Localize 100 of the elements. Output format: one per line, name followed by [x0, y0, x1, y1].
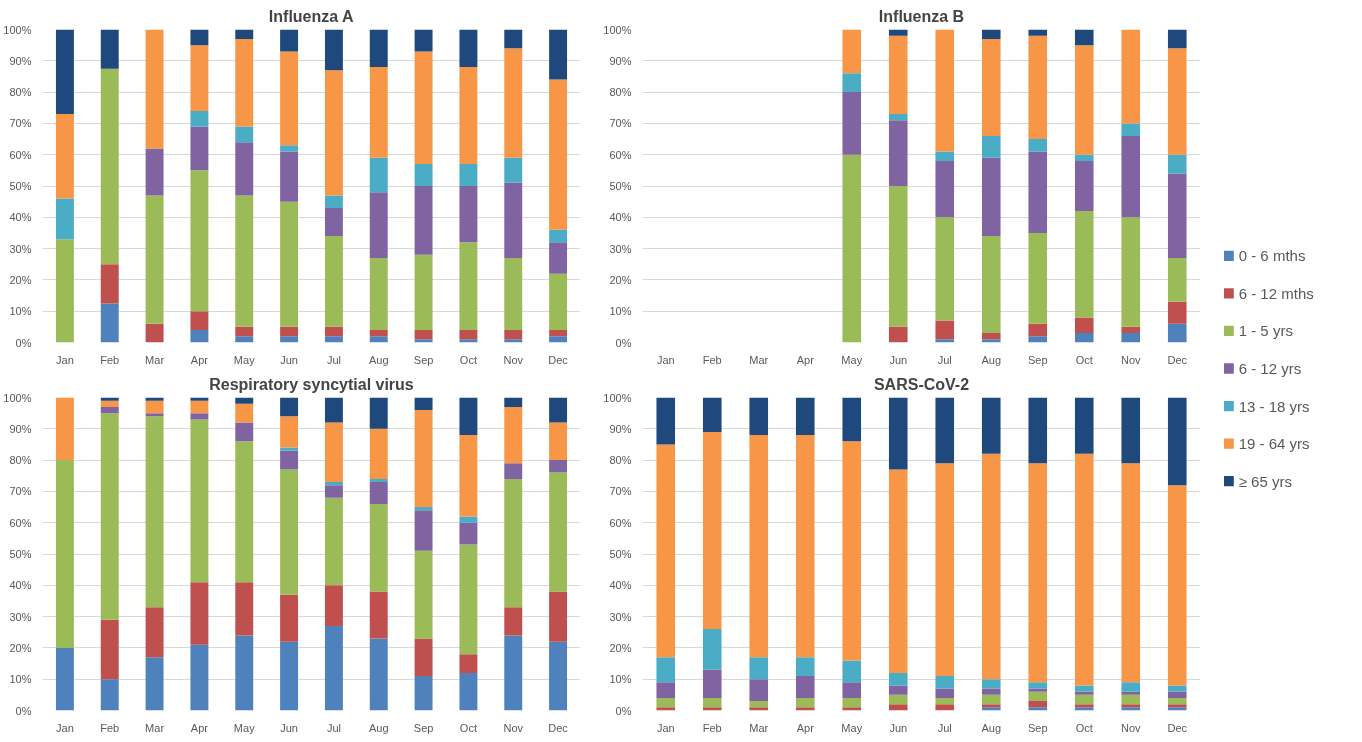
bar: [935, 704, 955, 711]
bar: [888, 114, 908, 121]
bar: [324, 485, 343, 498]
bar: [842, 92, 862, 155]
bar: [145, 397, 164, 401]
y-tick-label: 40%: [9, 579, 32, 592]
bar: [145, 413, 164, 417]
bar: [100, 264, 119, 304]
bar: [1074, 685, 1094, 692]
bar: [981, 157, 1001, 237]
bar: [549, 460, 568, 473]
bar: [190, 170, 209, 312]
bar: [145, 657, 164, 711]
x-tick-label: Nov: [1120, 721, 1142, 734]
bar: [504, 339, 523, 343]
bar: [1121, 397, 1141, 464]
x-tick-label: May: [841, 721, 863, 734]
y-tick-label: 30%: [9, 610, 32, 623]
bar: [1028, 707, 1048, 711]
bar: [1074, 397, 1094, 454]
bar: [235, 195, 254, 327]
bar: [369, 638, 388, 711]
bar: [549, 641, 568, 711]
bar: [100, 406, 119, 414]
x-tick-label: Jun: [889, 721, 908, 734]
bar: [888, 685, 908, 695]
bar: [369, 29, 388, 68]
bar: [656, 444, 676, 658]
bar: [1121, 682, 1141, 692]
y-tick-label: 50%: [609, 548, 632, 560]
bar: [100, 303, 119, 343]
bar: [1167, 323, 1187, 343]
y-tick-label: 90%: [9, 422, 32, 435]
bar: [504, 478, 523, 608]
bar: [749, 435, 769, 658]
y-tick-label: 60%: [609, 516, 632, 529]
bar: [549, 472, 568, 592]
y-tick-label: 20%: [9, 641, 32, 654]
bar: [369, 478, 388, 483]
legend-label: 13 - 18 yrs: [1238, 397, 1310, 415]
bar: [1028, 35, 1048, 140]
bar: [981, 236, 1001, 334]
bar: [235, 326, 254, 337]
bar: [235, 441, 254, 583]
bar: [414, 410, 433, 508]
bar: [504, 397, 523, 407]
chart-title: Influenza A: [268, 7, 355, 25]
bar: [235, 126, 254, 143]
bar: [1028, 397, 1048, 464]
bar: [795, 707, 815, 711]
bar: [414, 51, 433, 165]
legend-label: 6 - 12 yrs: [1238, 360, 1302, 377]
bar: [549, 397, 568, 423]
legend-label: 0 - 6 mths: [1238, 247, 1306, 265]
bar: [55, 397, 74, 461]
bar: [981, 688, 1001, 695]
y-tick-label: 70%: [609, 117, 632, 130]
bar: [1167, 301, 1187, 324]
bar: [888, 120, 908, 186]
bar: [414, 510, 433, 551]
y-tick-label: 90%: [609, 54, 632, 67]
bar: [1074, 211, 1094, 318]
y-tick-label: 20%: [609, 641, 632, 654]
y-tick-label: 80%: [9, 454, 32, 467]
bar: [414, 550, 433, 639]
bar: [414, 329, 433, 340]
bar: [369, 329, 388, 337]
bar: [702, 629, 722, 670]
bar: [981, 397, 1001, 454]
bar: [702, 697, 722, 708]
bar: [842, 73, 862, 93]
bar: [280, 450, 299, 470]
bar: [369, 397, 388, 429]
x-tick-label: Oct: [459, 721, 477, 734]
legend-label: ≥ 65 yrs: [1238, 472, 1292, 490]
bar: [190, 126, 209, 171]
bar: [414, 254, 433, 330]
x-tick-label: Sep: [413, 353, 434, 366]
legend-label: 6 - 12 mths: [1238, 284, 1314, 302]
bar: [55, 114, 74, 199]
bar: [888, 29, 908, 36]
bar: [981, 453, 1001, 680]
x-tick-label: Jan: [656, 353, 675, 366]
bar: [1028, 463, 1048, 683]
x-tick-label: Dec: [548, 353, 569, 366]
x-tick-label: Jan: [56, 721, 74, 734]
bar: [888, 469, 908, 673]
x-tick-label: Feb: [100, 353, 120, 366]
bar: [1121, 463, 1141, 683]
bar: [1167, 29, 1187, 49]
bar: [1074, 333, 1094, 343]
x-tick-label: May: [233, 721, 256, 734]
y-tick-label: 40%: [609, 579, 632, 592]
y-tick-label: 20%: [9, 273, 32, 286]
bar: [280, 145, 299, 152]
bar: [702, 431, 722, 630]
bar: [842, 707, 862, 711]
bar: [414, 638, 433, 677]
bar: [1121, 123, 1141, 136]
bar: [100, 619, 119, 680]
